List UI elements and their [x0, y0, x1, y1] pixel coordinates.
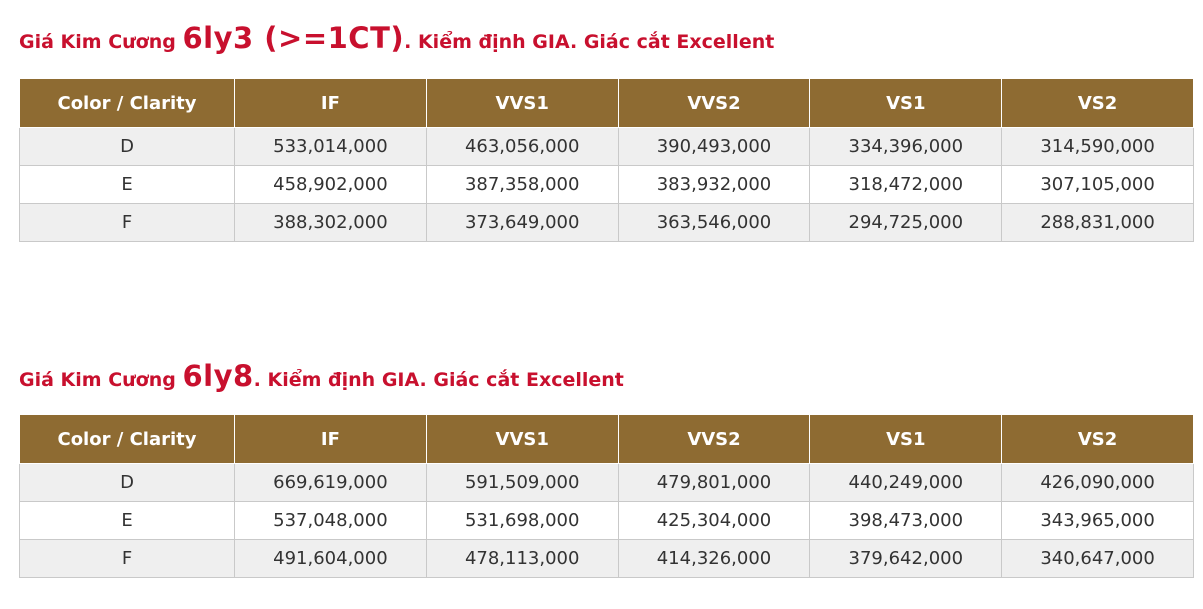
column-header-color-clarity: Color / Clarity — [19, 78, 235, 128]
table-row: D 533,014,000 463,056,000 390,493,000 33… — [19, 127, 1194, 166]
price-cell: 478,113,000 — [425, 539, 619, 578]
price-cell: 425,304,000 — [617, 501, 811, 540]
price-cell: 307,105,000 — [1001, 165, 1194, 204]
heading-size: 6ly3 (>=1CT) — [182, 21, 405, 55]
heading-prefix: Giá Kim Cương — [19, 369, 183, 391]
column-header-color-clarity: Color / Clarity — [19, 414, 235, 464]
price-cell: 383,932,000 — [617, 165, 811, 204]
price-cell: 463,056,000 — [425, 127, 619, 166]
price-cell: 334,396,000 — [809, 127, 1003, 166]
table-row: E 537,048,000 531,698,000 425,304,000 39… — [19, 501, 1194, 540]
color-cell: F — [19, 539, 235, 578]
color-cell: D — [19, 127, 235, 166]
column-header-vs1: VS1 — [809, 414, 1003, 464]
table-row: D 669,619,000 591,509,000 479,801,000 44… — [19, 463, 1194, 502]
price-cell: 379,642,000 — [809, 539, 1003, 578]
column-header-vs2: VS2 — [1001, 78, 1194, 128]
price-section-6ly3: Giá Kim Cương 6ly3 (>=1CT). Kiểm định GI… — [19, 18, 1194, 242]
column-header-if: IF — [234, 414, 427, 464]
table-header-row: Color / Clarity IF VVS1 VVS2 VS1 VS2 — [19, 414, 1194, 464]
column-header-vvs1: VVS1 — [425, 414, 619, 464]
price-cell: 314,590,000 — [1001, 127, 1194, 166]
heading-suffix: . Kiểm định GIA. Giác cắt Excellent — [253, 369, 624, 391]
price-cell: 426,090,000 — [1001, 463, 1194, 502]
table-row: E 458,902,000 387,358,000 383,932,000 31… — [19, 165, 1194, 204]
column-header-vvs2: VVS2 — [617, 78, 811, 128]
price-cell: 288,831,000 — [1001, 203, 1194, 242]
price-cell: 340,647,000 — [1001, 539, 1194, 578]
price-cell: 398,473,000 — [809, 501, 1003, 540]
table-row: F 388,302,000 373,649,000 363,546,000 29… — [19, 203, 1194, 242]
heading-size: 6ly8 — [182, 359, 254, 393]
price-cell: 537,048,000 — [234, 501, 427, 540]
price-cell: 533,014,000 — [234, 127, 427, 166]
section-heading: Giá Kim Cương 6ly8. Kiểm định GIA. Giác … — [19, 356, 1193, 396]
color-cell: E — [19, 501, 235, 540]
column-header-if: IF — [234, 78, 427, 128]
price-section-6ly8: Giá Kim Cương 6ly8. Kiểm định GIA. Giác … — [19, 356, 1194, 578]
price-cell: 387,358,000 — [425, 165, 619, 204]
price-cell: 318,472,000 — [809, 165, 1003, 204]
price-cell: 458,902,000 — [234, 165, 427, 204]
price-cell: 669,619,000 — [234, 463, 427, 502]
price-table: Color / Clarity IF VVS1 VVS2 VS1 VS2 D 5… — [19, 78, 1194, 242]
column-header-vs1: VS1 — [809, 78, 1003, 128]
price-cell: 390,493,000 — [617, 127, 811, 166]
price-cell: 440,249,000 — [809, 463, 1003, 502]
price-cell: 531,698,000 — [425, 501, 619, 540]
price-cell: 373,649,000 — [425, 203, 619, 242]
table-row: F 491,604,000 478,113,000 414,326,000 37… — [19, 539, 1194, 578]
column-header-vvs2: VVS2 — [617, 414, 811, 464]
column-header-vs2: VS2 — [1001, 414, 1194, 464]
price-table: Color / Clarity IF VVS1 VVS2 VS1 VS2 D 6… — [19, 414, 1194, 578]
price-cell: 388,302,000 — [234, 203, 427, 242]
heading-suffix: . Kiểm định GIA. Giác cắt Excellent — [404, 31, 775, 53]
column-header-vvs1: VVS1 — [425, 78, 619, 128]
section-heading: Giá Kim Cương 6ly3 (>=1CT). Kiểm định GI… — [19, 18, 1193, 58]
color-cell: D — [19, 463, 235, 502]
price-cell: 294,725,000 — [809, 203, 1003, 242]
price-cell: 343,965,000 — [1001, 501, 1194, 540]
price-cell: 414,326,000 — [617, 539, 811, 578]
color-cell: F — [19, 203, 235, 242]
table-header-row: Color / Clarity IF VVS1 VVS2 VS1 VS2 — [19, 78, 1194, 128]
price-cell: 479,801,000 — [617, 463, 811, 502]
color-cell: E — [19, 165, 235, 204]
price-cell: 491,604,000 — [234, 539, 427, 578]
price-cell: 591,509,000 — [425, 463, 619, 502]
heading-prefix: Giá Kim Cương — [19, 31, 183, 53]
price-cell: 363,546,000 — [617, 203, 811, 242]
